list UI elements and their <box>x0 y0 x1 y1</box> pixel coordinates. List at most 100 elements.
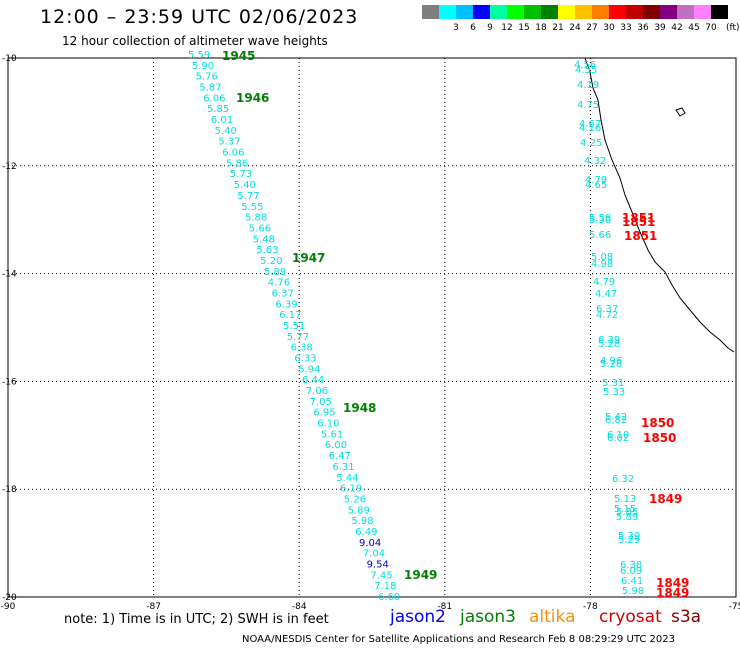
colorbar-label: 33 <box>620 23 632 33</box>
colorbar-swatch <box>456 5 473 19</box>
wave-height-value: 5.77 <box>237 191 259 202</box>
wave-height-value: 6.60 <box>378 592 400 603</box>
legend-s3a: s3a <box>671 607 702 627</box>
lon-label: -78 <box>583 602 598 612</box>
colorbar-swatch <box>711 5 728 19</box>
wave-height-value: 5.61 <box>321 429 343 440</box>
wave-height-value: 5.85 <box>207 104 229 115</box>
wave-height-value: 5.89 <box>348 505 370 516</box>
wave-height-value: 6.95 <box>313 408 335 419</box>
wave-height-value: 5.98 <box>622 586 644 597</box>
lon-label: -87 <box>146 602 161 612</box>
lon-label: -84 <box>292 602 307 612</box>
wave-height-value: 5.31 <box>602 378 624 389</box>
colorbar-swatch <box>643 5 660 19</box>
wave-height-value: 5.87 <box>199 83 221 94</box>
wave-height-value: 7.45 <box>370 570 392 581</box>
wave-height-value: 4.16 <box>579 123 601 134</box>
wave-height-value: 4.79 <box>593 277 615 288</box>
map-title: 12:00 – 23:59 UTC 02/06/2023 <box>40 6 359 28</box>
wave-height-value: 5.44 <box>336 473 358 484</box>
wave-height-value: 9.54 <box>367 559 389 570</box>
pass-time-label: 1849 <box>649 492 682 506</box>
wave-height-value: 5.76 <box>196 72 218 83</box>
legend-altika: altika <box>529 607 576 627</box>
wave-height-value: 5.85 <box>616 507 638 518</box>
wave-height-value: 4.96 <box>600 356 622 367</box>
wave-height-value: 5.55 <box>241 202 263 213</box>
colorbar-label: 6 <box>470 23 476 33</box>
pass-time-label: 1849 <box>656 576 689 590</box>
colorbar-label: 45 <box>688 23 700 33</box>
lat-label: -20 <box>2 593 17 603</box>
wave-height-value: 5.48 <box>253 234 275 245</box>
wave-height-value: 6.32 <box>612 474 634 485</box>
wave-height-value: 5.28 <box>600 359 622 370</box>
credit-line: NOAA/NESDIS Center for Satellite Applica… <box>242 634 675 645</box>
lat-label: -10 <box>2 54 17 64</box>
wave-height-value: 4.19 <box>577 80 599 91</box>
lat-label: -14 <box>2 270 17 280</box>
wave-height-value: 5.94 <box>298 364 320 375</box>
wave-height-value: 6.19 <box>340 484 362 495</box>
wave-height-value: 5.13 <box>614 494 636 505</box>
colorbar-label: 42 <box>671 23 683 33</box>
wave-height-value: 6.41 <box>621 576 643 587</box>
lon-label: -75 <box>729 602 740 612</box>
colorbar-unit: (ft) <box>726 23 740 33</box>
wave-height-value: 5.88 <box>245 213 267 224</box>
wave-height-value: 5.89 <box>616 512 638 523</box>
wave-height-value: 6.39 <box>275 299 297 310</box>
colorbar-label: 9 <box>487 23 493 33</box>
legend-cryosat: cryosat <box>599 607 662 627</box>
wave-height-value: 6.31 <box>332 462 354 473</box>
wave-height-value: 5.51 <box>283 321 305 332</box>
wave-height-value: 6.01 <box>211 115 233 126</box>
lat-label: -12 <box>2 162 17 172</box>
wave-height-value: 6.17 <box>279 310 301 321</box>
colorbar-swatch <box>677 5 694 19</box>
colorbar-swatch <box>575 5 592 19</box>
wave-height-value: 6.33 <box>294 354 316 365</box>
pass-time-label: 1946 <box>236 91 269 105</box>
colorbar-label: 3 <box>453 23 459 33</box>
wave-height-value: 6.82 <box>605 415 627 426</box>
wave-height-value: 5.33 <box>603 387 625 398</box>
pass-time-label: 1851 <box>622 215 655 229</box>
wave-height-value: 6.06 <box>203 93 225 104</box>
island <box>675 107 686 117</box>
axis-labels: -10 -12 -14 -16 -18 -20-90 -87 -84 -81 -78 -75 <box>1 54 740 612</box>
colorbar-label: 70 <box>705 23 717 33</box>
footnote: note: 1) Time is in UTC; 2) SWH is in fe… <box>64 612 329 627</box>
wave-height-value: 5.30 <box>589 215 611 226</box>
colorbar-label: 15 <box>518 23 530 33</box>
wave-height-value: 4.32 <box>584 156 606 167</box>
wave-height-value: 6.49 <box>355 527 377 538</box>
wave-height-value: 5.29 <box>618 535 640 546</box>
track-2: 4.564.554.194.754.674.164.254.324.794.65… <box>574 60 644 597</box>
wave-height-value: 6.37 <box>596 304 618 315</box>
coastline <box>584 57 735 353</box>
colorbar-swatch <box>490 5 507 19</box>
wave-height-value: 6.10 <box>317 419 339 430</box>
wave-height-value: 5.73 <box>230 169 252 180</box>
wave-height-value: 4.55 <box>575 65 597 76</box>
wave-height-value: 5.15 <box>614 504 636 515</box>
wave-height-value: 4.76 <box>268 278 290 289</box>
wave-height-value: 5.39 <box>618 531 640 542</box>
colorbar-label: 30 <box>603 23 615 33</box>
wave-height-value: 5.59 <box>188 50 210 61</box>
legend-jason2: jason2 <box>390 607 446 627</box>
wave-height-value: 6.00 <box>325 440 347 451</box>
pass-time-label: 1851 <box>622 211 655 225</box>
wave-height-value: 6.37 <box>272 288 294 299</box>
lat-label: -16 <box>2 377 17 387</box>
track-1: 5.595.905.765.876.065.856.015.405.376.06… <box>188 50 400 603</box>
wave-height-value: 7.18 <box>374 581 396 592</box>
lat-label: -18 <box>2 485 17 495</box>
colorbar-label: 24 <box>569 23 581 33</box>
wave-height-value: 4.25 <box>580 138 602 149</box>
wave-height-value: 5.42 <box>605 412 627 423</box>
wave-height-value: 5.77 <box>287 332 309 343</box>
colorbar-swatch <box>694 5 711 19</box>
